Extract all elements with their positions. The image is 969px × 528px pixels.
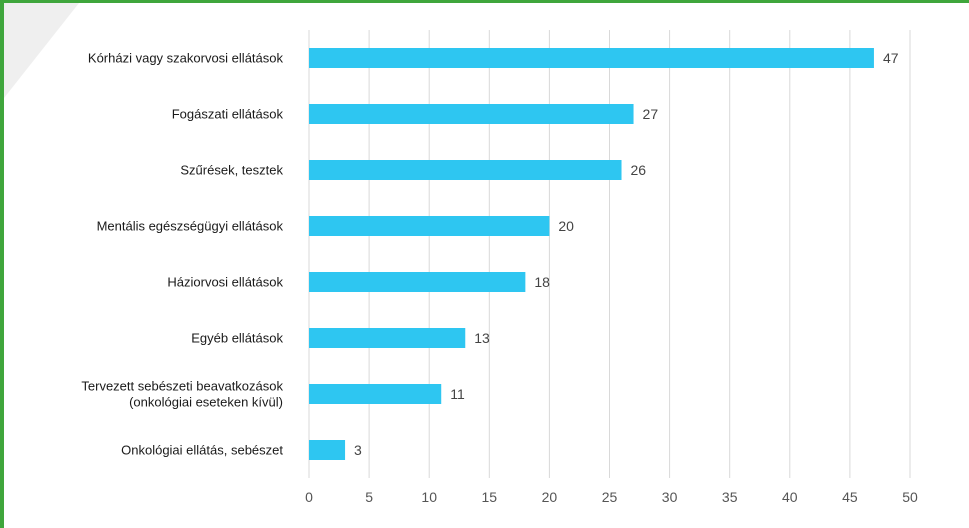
- category-label: Háziorvosi ellátások: [167, 275, 283, 290]
- data-label: 18: [534, 274, 550, 290]
- bar: [309, 160, 622, 180]
- data-label: 20: [558, 218, 574, 234]
- bar: [309, 384, 441, 404]
- category-label: Szűrések, tesztek: [180, 163, 283, 178]
- x-tick-label: 50: [902, 489, 918, 505]
- x-tick-label: 40: [782, 489, 798, 505]
- x-tick-label: 10: [421, 489, 437, 505]
- data-label: 27: [643, 106, 659, 122]
- x-tick-label: 35: [722, 489, 738, 505]
- bar: [309, 440, 345, 460]
- data-label: 3: [354, 442, 362, 458]
- category-label: (onkológiai eseteken kívül): [129, 395, 283, 410]
- bar: [309, 272, 525, 292]
- category-label: Tervezett sebészeti beavatkozások: [81, 379, 283, 394]
- category-label: Onkológiai ellátás, sebészet: [121, 443, 283, 458]
- x-tick-label: 20: [542, 489, 558, 505]
- x-tick-label: 25: [602, 489, 618, 505]
- x-tick-label: 5: [365, 489, 373, 505]
- bar: [309, 48, 874, 68]
- category-label: Kórházi vagy szakorvosi ellátások: [88, 51, 284, 66]
- data-label: 11: [450, 386, 465, 402]
- bar: [309, 104, 634, 124]
- bar: [309, 328, 465, 348]
- category-label: Fogászati ellátások: [172, 107, 284, 122]
- x-tick-label: 15: [482, 489, 498, 505]
- bar: [309, 216, 549, 236]
- x-tick-label: 0: [305, 489, 313, 505]
- data-label: 13: [474, 330, 490, 346]
- x-tick-label: 30: [662, 489, 678, 505]
- x-tick-label: 45: [842, 489, 858, 505]
- data-label: 47: [883, 50, 899, 66]
- data-label: 26: [631, 162, 647, 178]
- category-label: Mentális egészségügyi ellátások: [97, 219, 284, 234]
- category-label: Egyéb ellátások: [191, 331, 283, 346]
